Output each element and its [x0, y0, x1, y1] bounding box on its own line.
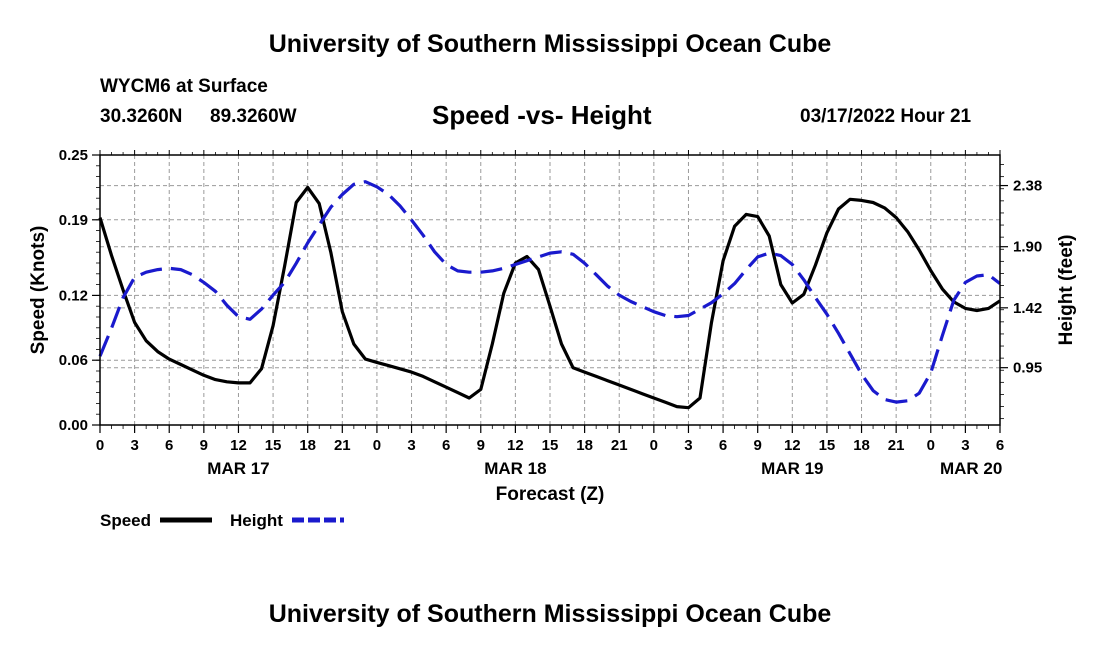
x-tick-label: 12 [230, 437, 247, 454]
speed-height-chart: 0 3 6 9 12 15 18 21 0 3 6 9 12 15 18 21 0 3 6 9 12 15 18 21 0 3 6 0… [28, 147, 1077, 530]
x-tick-label: 21 [888, 437, 905, 454]
x-tick-label: 3 [130, 437, 138, 454]
station-latitude: 30.3260N [100, 106, 183, 127]
x-axis-label: Forecast (Z) [496, 484, 605, 505]
chart-title: Speed -vs- Height [432, 100, 652, 130]
x-tick-label: 18 [853, 437, 870, 454]
date-label: MAR 19 [761, 459, 823, 478]
y2-tick-label: 1.42 [1013, 300, 1042, 317]
y2-tick-label: 2.38 [1013, 178, 1042, 195]
x-tick-label: 15 [542, 437, 559, 454]
date-label: MAR 17 [207, 459, 269, 478]
x-tick-label: 15 [265, 437, 282, 454]
legend-label-speed: Speed [100, 511, 151, 530]
x-tick-label: 3 [684, 437, 692, 454]
x-tick-label: 0 [650, 437, 658, 454]
x-tick-label: 9 [477, 437, 485, 454]
page-title: University of Southern Mississippi Ocean… [268, 30, 832, 58]
x-tick-label: 0 [373, 437, 381, 454]
chart-grid [100, 155, 1000, 425]
forecast-datetime: 03/17/2022 Hour 21 [800, 106, 972, 127]
chart-legend: Speed Height [100, 511, 344, 530]
date-label: MAR 20 [940, 459, 1002, 478]
y2-tick-label: 1.90 [1013, 239, 1042, 256]
x-tick-label: 12 [784, 437, 801, 454]
chart-series [98, 180, 1001, 410]
x-tick-label: 18 [576, 437, 593, 454]
x-tick-label: 3 [961, 437, 969, 454]
x-tick-label: 18 [299, 437, 316, 454]
y-tick-label: 0.06 [59, 352, 88, 369]
x-tick-label: 12 [507, 437, 524, 454]
x-tick-label: 9 [200, 437, 208, 454]
x-tick-label: 9 [754, 437, 762, 454]
x-tick-label: 6 [996, 437, 1004, 454]
x-tick-label: 0 [927, 437, 935, 454]
series-line-speed [98, 185, 1001, 410]
y2-tick-label: 0.95 [1013, 360, 1042, 377]
y-tick-label: 0.12 [59, 287, 88, 304]
x-tick-label: 0 [96, 437, 104, 454]
x-tick-label: 15 [819, 437, 836, 454]
x-tick-label: 21 [611, 437, 628, 454]
x-tick-label: 6 [442, 437, 450, 454]
y2-axis-label: Height (feet) [1056, 235, 1077, 346]
y-tick-label: 0.19 [59, 212, 88, 229]
footer-title: University of Southern Mississippi Ocean… [268, 600, 832, 628]
y-tick-label: 0.00 [59, 417, 88, 434]
date-label: MAR 18 [484, 459, 546, 478]
x-tick-label: 6 [719, 437, 727, 454]
chart-axes: 0 3 6 9 12 15 18 21 0 3 6 9 12 15 18 21 0 3 6 9 12 15 18 21 0 3 6 0… [59, 147, 1042, 478]
x-tick-label: 21 [334, 437, 351, 454]
y-axis-label: Speed (Knots) [28, 226, 49, 355]
x-tick-label: 6 [165, 437, 173, 454]
series-line-height [98, 180, 1001, 404]
y-tick-label: 0.25 [59, 147, 88, 164]
station-longitude: 89.3260W [210, 106, 297, 127]
x-tick-label: 3 [407, 437, 415, 454]
legend-label-height: Height [230, 511, 283, 530]
station-name: WYCM6 at Surface [100, 76, 268, 97]
